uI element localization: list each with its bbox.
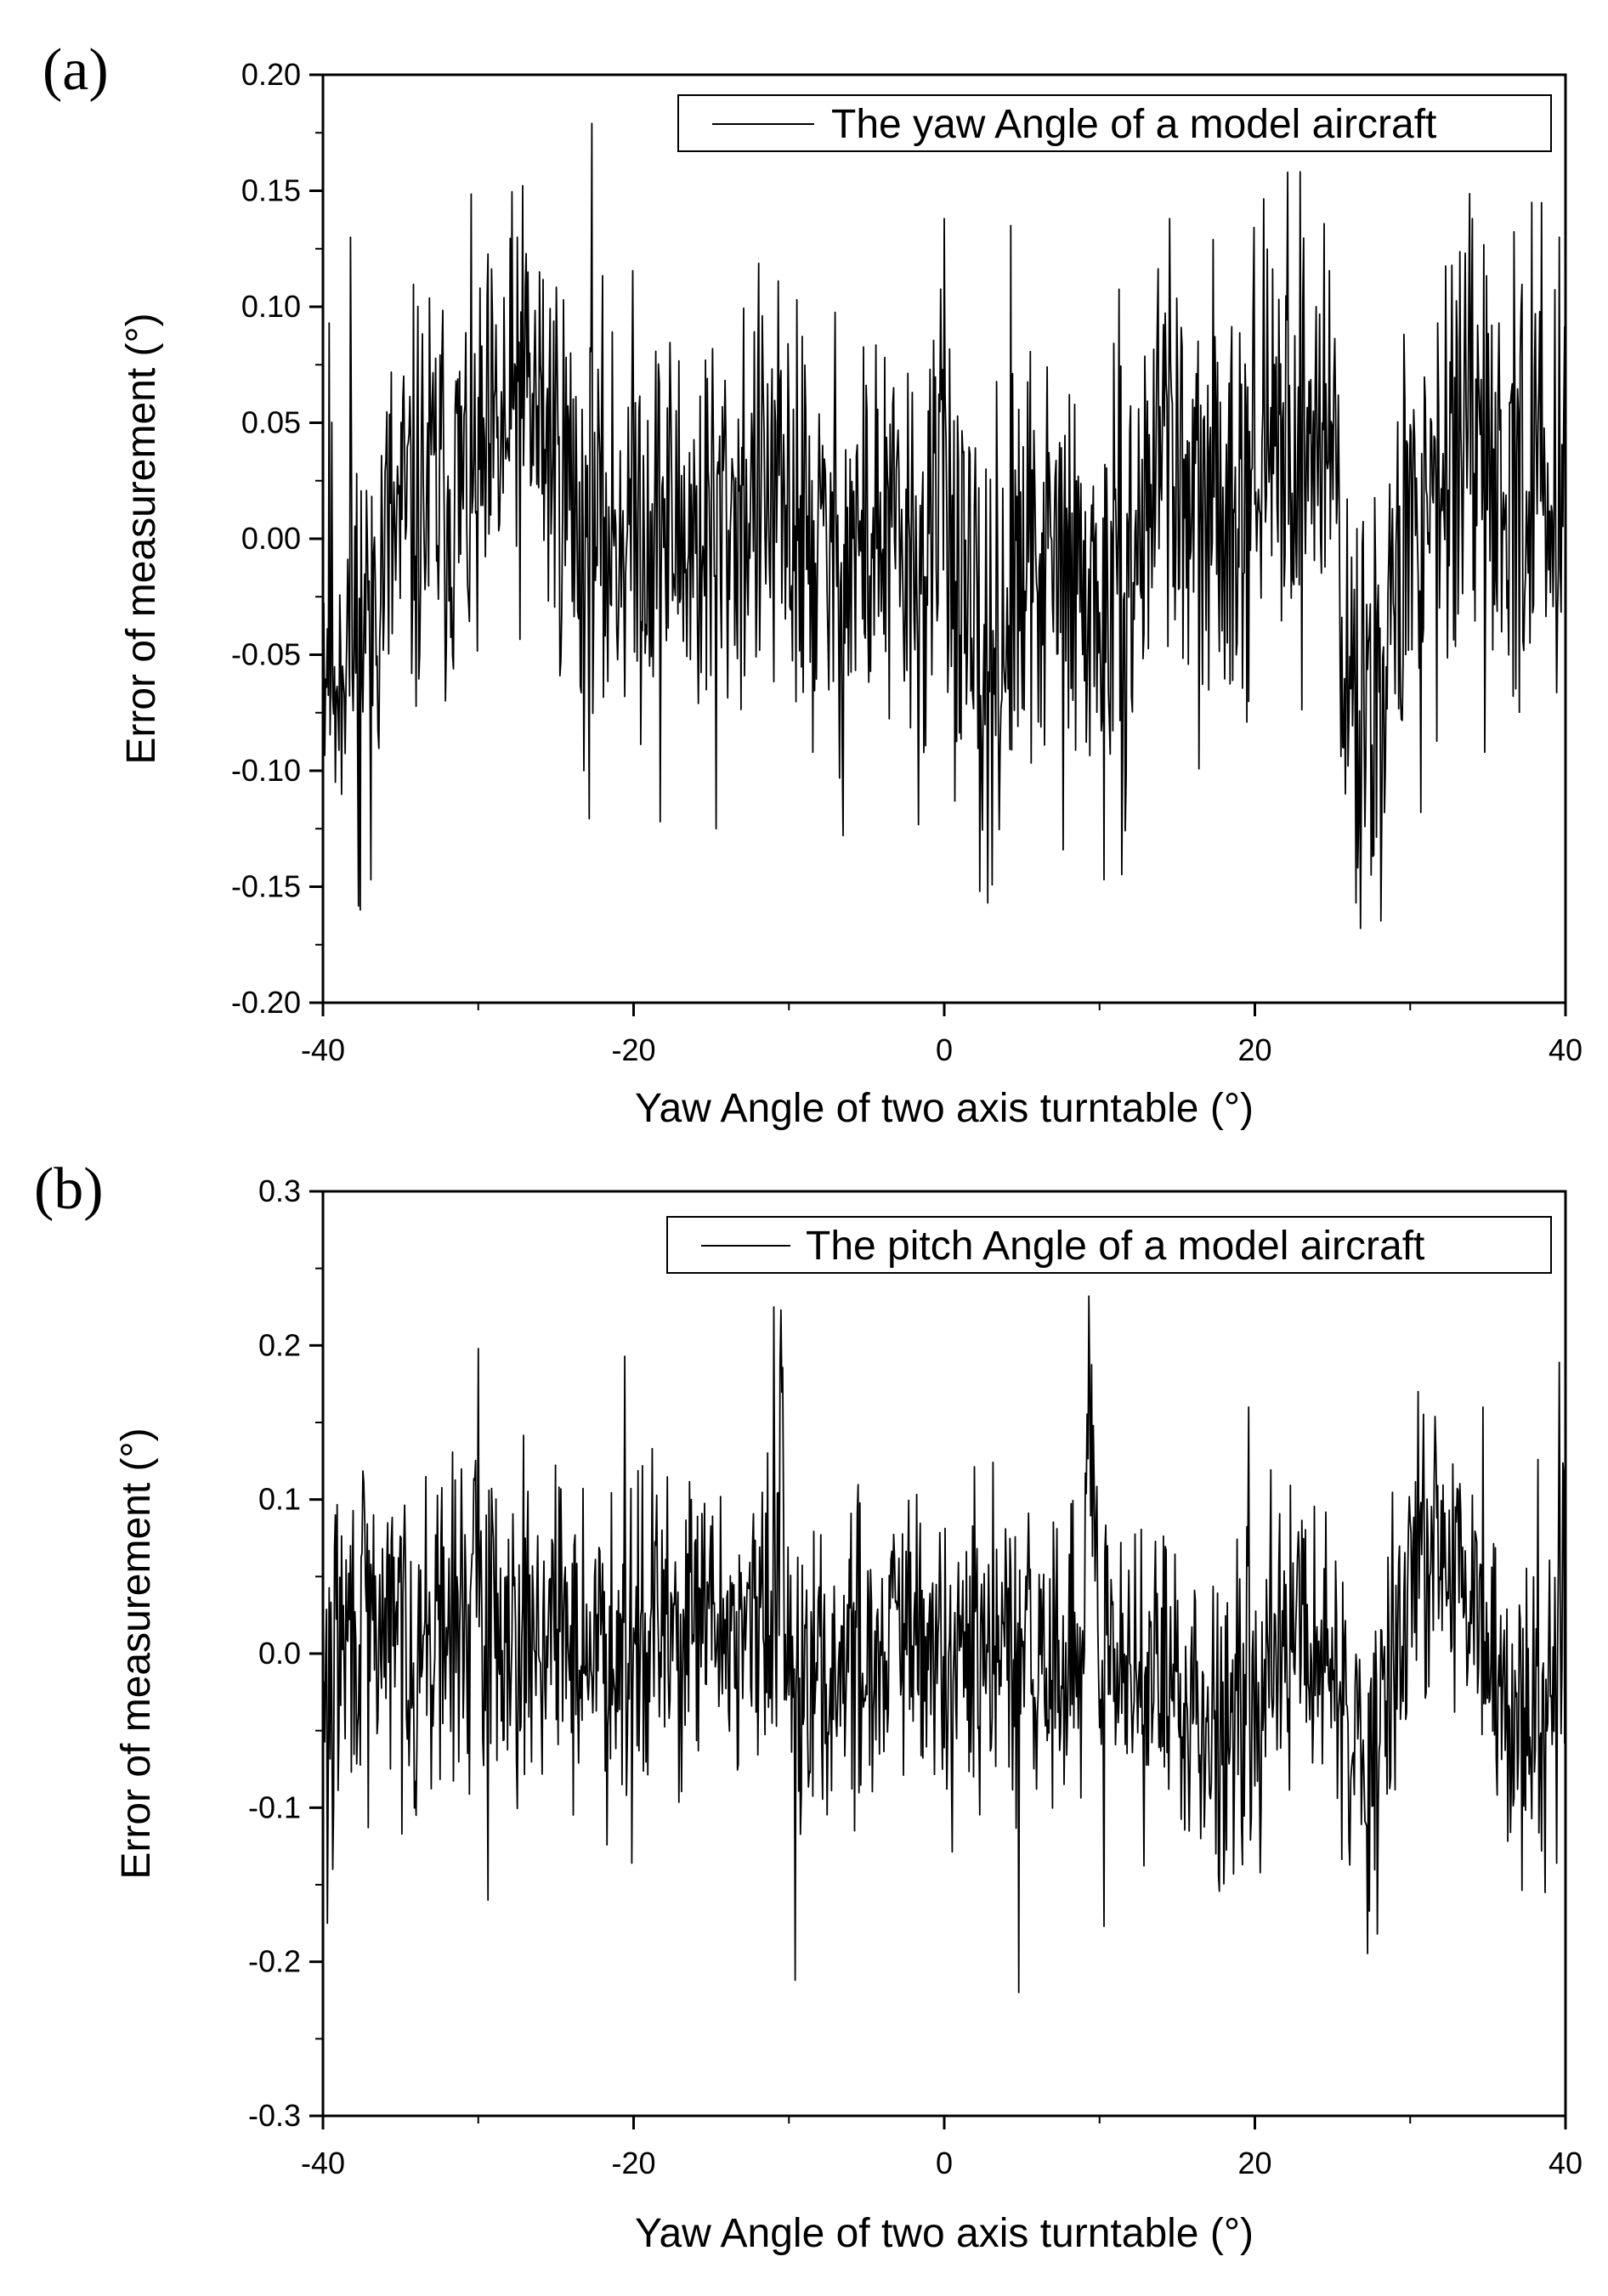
y-tick-label-a-7: 0.15	[241, 173, 301, 208]
x-axis-title-b: Yaw Angle of two axis turntable (°)	[635, 2211, 1254, 2256]
legend-b: The pitch Angle of a model aircraft	[666, 1216, 1552, 1274]
x-tick-labels-b: -40 -20 0 20 40	[301, 2146, 1583, 2180]
y-tick-label-a-1: -0.15	[231, 869, 301, 904]
x-tick-label-b-1: -20	[611, 2146, 655, 2180]
x-tick-label-a-0: -40	[301, 1032, 345, 1067]
x-tick-label-b-3: 20	[1237, 2146, 1271, 2180]
x-axis-title-a: Yaw Angle of two axis turntable (°)	[635, 1086, 1254, 1131]
x-tick-label-b-2: 0	[936, 2146, 953, 2180]
series-layer-b	[322, 1295, 1566, 1993]
x-tick-label-a-1: -20	[611, 1032, 655, 1067]
y-tick-label-a-4: 0.00	[241, 521, 301, 556]
ticks-layer-a	[309, 73, 1567, 1016]
panel-b-label: (b)	[34, 1156, 104, 1222]
legend-entry-a: The yaw Angle of a model aircraft	[831, 102, 1436, 147]
x-tick-label-b-0: -40	[301, 2146, 345, 2180]
series-line-a-0	[322, 122, 1566, 930]
x-tick-label-a-4: 40	[1549, 1032, 1583, 1067]
series-layer-a	[322, 122, 1566, 930]
y-tick-label-b-4: 0.1	[258, 1482, 301, 1517]
y-axis-title-a: Error of measurement (°)	[119, 313, 164, 764]
y-tick-label-a-0: -0.20	[231, 985, 301, 1020]
legend-box-b	[666, 1216, 1552, 1274]
y-tick-label-a-3: -0.05	[231, 637, 301, 672]
x-tick-labels-a: -40 -20 0 20 40	[301, 1032, 1583, 1067]
y-tick-label-b-1: -0.2	[248, 1944, 301, 1979]
x-tick-label-b-4: 40	[1549, 2146, 1583, 2180]
panel-a-label: (a)	[42, 37, 109, 103]
y-tick-label-b-3: 0.0	[258, 1636, 301, 1671]
y-tick-label-a-6: 0.10	[241, 289, 301, 324]
y-tick-label-a-5: 0.05	[241, 405, 301, 440]
y-tick-labels-b: -0.3 -0.2 -0.1 0.0 0.1 0.2 0.3	[248, 1173, 301, 2133]
y-tick-label-a-8: 0.20	[241, 57, 301, 92]
legend-entry-b: The pitch Angle of a model aircraft	[806, 1224, 1424, 1269]
y-tick-label-b-5: 0.2	[258, 1327, 301, 1362]
y-tick-label-b-2: -0.1	[248, 1790, 301, 1824]
y-tick-label-b-0: -0.3	[248, 2098, 301, 2133]
chart-panel-a: (a) -0.20 -0.15 -0.10 -0.05 0.00 0.05 0.10 0.15…	[42, 37, 1583, 1131]
x-tick-label-a-2: 0	[936, 1032, 953, 1067]
chart-panel-b: (b) -0.3 -0.2 -0.1 0.0 0.1 0.2 0.3 -40 -20 0 20 40…	[34, 1156, 1583, 2256]
y-tick-label-b-6: 0.3	[258, 1173, 301, 1208]
x-tick-label-a-3: 20	[1237, 1032, 1271, 1067]
ticks-layer-b	[309, 1190, 1567, 2129]
legend-box-a	[677, 94, 1552, 152]
y-axis-title-b: Error of measurement (°)	[114, 1428, 159, 1879]
legend-a: The yaw Angle of a model aircraft	[677, 94, 1552, 152]
y-tick-labels-a: -0.20 -0.15 -0.10 -0.05 0.00 0.05 0.10 0.15 0.20	[231, 57, 301, 1020]
series-line-b-0	[322, 1295, 1566, 1993]
y-tick-label-a-2: -0.10	[231, 753, 301, 788]
